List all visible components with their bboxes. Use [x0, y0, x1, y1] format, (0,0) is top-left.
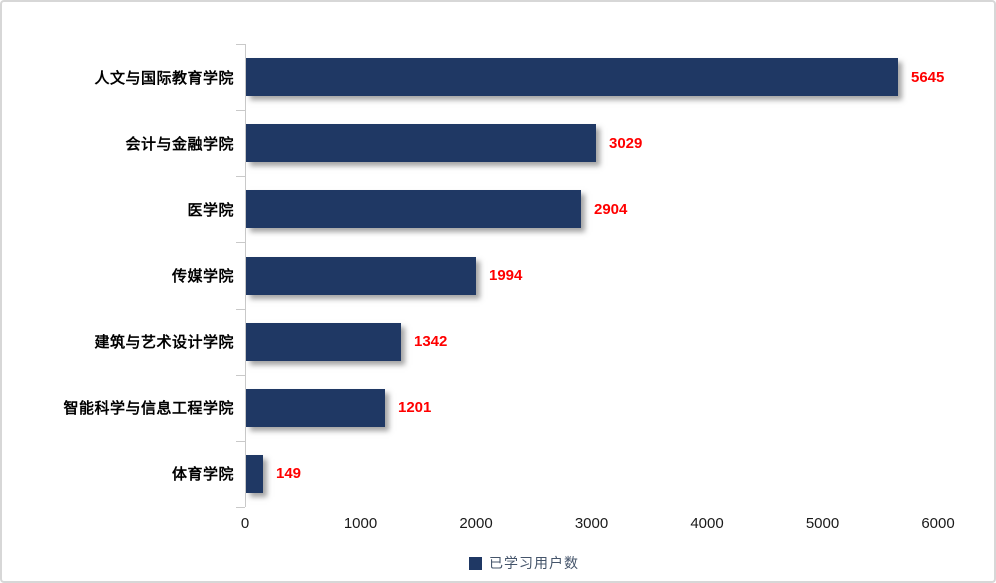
- category-label: 建筑与艺术设计学院: [94, 334, 234, 352]
- plot-area: [245, 44, 939, 507]
- value-label: 149: [276, 465, 302, 483]
- value-label: 1201: [398, 399, 432, 417]
- value-label: 5645: [911, 68, 945, 86]
- x-tick-label: 4000: [690, 515, 724, 532]
- category-label: 人文与国际教育学院: [94, 69, 234, 87]
- x-tick-label: 6000: [921, 515, 955, 532]
- bar: [246, 58, 898, 97]
- category-label: 体育学院: [171, 466, 234, 484]
- x-tick-label: 0: [240, 515, 250, 532]
- x-tick-label: 5000: [805, 515, 840, 532]
- x-tick-label: 2000: [459, 515, 493, 532]
- category-label: 会计与金融学院: [125, 135, 234, 153]
- category-label: 传媒学院: [171, 267, 234, 285]
- y-axis-tick: [236, 110, 245, 112]
- bar: [246, 388, 385, 427]
- x-tick-label: 1000: [343, 515, 378, 532]
- y-axis-tick: [236, 440, 245, 442]
- value-label: 3029: [609, 134, 643, 152]
- category-label: 医学院: [187, 201, 234, 219]
- y-axis-tick: [236, 308, 245, 310]
- y-axis-tick: [236, 374, 245, 376]
- x-tick-label: 3000: [574, 515, 609, 532]
- category-label: 智能科学与信息工程学院: [63, 400, 234, 418]
- y-axis-tick: [236, 242, 245, 244]
- y-axis-tick: [236, 44, 245, 45]
- bar: [246, 322, 401, 361]
- value-label: 1994: [489, 266, 523, 284]
- bar: [246, 124, 596, 163]
- chart-legend: 已学习用户数: [2, 553, 994, 573]
- bar: [246, 256, 476, 295]
- value-label: 1342: [414, 333, 448, 351]
- value-label: 2904: [594, 200, 628, 218]
- legend-swatch-icon: [469, 556, 482, 570]
- legend-label: 已学习用户数: [489, 555, 579, 571]
- bar: [246, 454, 263, 493]
- bar: [246, 190, 581, 229]
- y-axis-tick: [236, 176, 245, 178]
- y-axis-tick: [236, 507, 245, 508]
